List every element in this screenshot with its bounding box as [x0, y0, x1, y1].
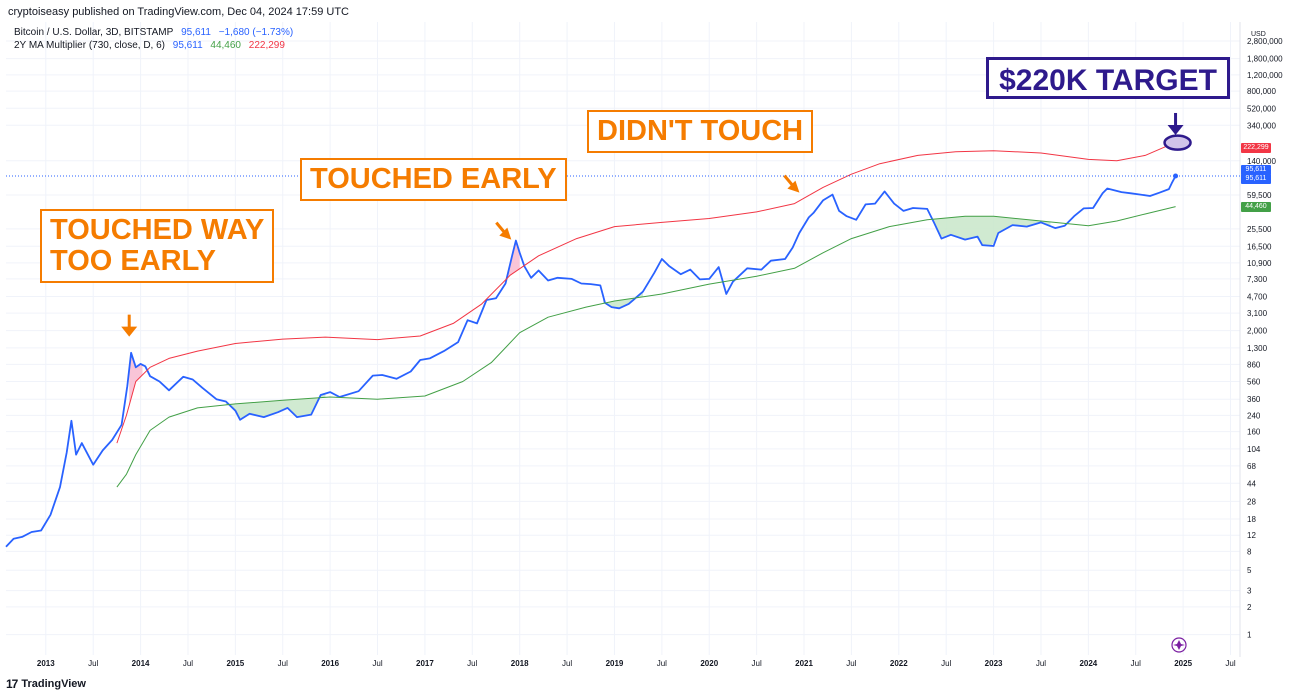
y-tick-label: 800,000	[1247, 87, 1276, 96]
indicator-value-2: 44,460	[210, 40, 241, 51]
x-tick-label: 2018	[511, 659, 529, 668]
y-tick-label: 12	[1247, 531, 1256, 540]
x-tick-label: 2024	[1079, 659, 1097, 668]
x-tick-label: Jul	[1131, 659, 1141, 668]
annotation-touched-way-too-early: TOUCHED WAY TOO EARLY	[40, 209, 275, 283]
symbol-legend[interactable]: Bitcoin / U.S. Dollar, 3D, BITSTAMP 95,6…	[14, 27, 298, 38]
x-tick-label: 2016	[321, 659, 339, 668]
x-tick-label: Jul	[562, 659, 572, 668]
y-tick-label: 68	[1247, 462, 1256, 471]
y-tick-label: 8	[1247, 547, 1252, 556]
series-line-btc_price	[5, 175, 1177, 548]
upper-band-price-tag: 222,299	[1241, 143, 1271, 153]
arrow-2021-icon	[783, 174, 800, 193]
annotation-overlay	[6, 112, 1240, 653]
shaded-region-above-upper-2017	[508, 240, 520, 278]
symbol-price: 95,611	[181, 27, 211, 38]
x-tick-label: Jul	[1036, 659, 1046, 668]
series-line-ma_upper	[116, 141, 1176, 444]
last-price-tag: 95,611	[1241, 165, 1271, 175]
series-line-ma_lower	[116, 206, 1176, 488]
x-tick-label: Jul	[941, 659, 951, 668]
y-tick-label: 28	[1247, 497, 1256, 506]
y-tick-label: 7,300	[1247, 275, 1268, 284]
y-axis[interactable]: 2,800,000 1,800,000 1,200,000 800,000 520,00…	[1247, 31, 1283, 640]
y-tick-label: 10,900	[1247, 259, 1272, 268]
y-tick-label: 1,800,000	[1247, 55, 1283, 64]
x-tick-label: Jul	[752, 659, 762, 668]
y-tick-label: 5	[1247, 566, 1252, 575]
y-tick-label: 140,000	[1247, 157, 1276, 166]
indicator-legend[interactable]: 2Y MA Multiplier (730, close, D, 6) 95,6…	[14, 40, 290, 51]
y-tick-label: 44	[1247, 479, 1256, 488]
x-tick-label: 2022	[890, 659, 908, 668]
y-tick-label: 18	[1247, 515, 1256, 524]
annotation-target: $220K TARGET	[986, 57, 1230, 99]
x-tick-label: 2021	[795, 659, 813, 668]
symbol-change: −1,680 (−1.73%)	[218, 27, 294, 38]
y-tick-label: 560	[1247, 378, 1261, 387]
arrow-target-icon	[1167, 112, 1184, 135]
indicator-value-3: 222,299	[248, 40, 285, 51]
indicator-value-1: 95,611	[172, 40, 203, 51]
x-tick-label: Jul	[278, 659, 288, 668]
y-tick-label: 1,200,000	[1247, 71, 1283, 80]
x-tick-label: Jul	[372, 659, 382, 668]
y-tick-label: 3	[1247, 587, 1252, 596]
shaded-region-below-lower-2022	[931, 216, 1051, 246]
y-tick-label: 2,800,000	[1247, 37, 1283, 46]
y-tick-label: 2	[1247, 603, 1252, 612]
x-tick-label: 2025	[1174, 659, 1192, 668]
indicator-name: 2Y MA Multiplier (730, close, D, 6)	[14, 40, 165, 51]
last-price-tag-2: 95,611	[1241, 174, 1271, 184]
y-tick-label: 340,000	[1247, 121, 1276, 130]
x-axis[interactable]: 2013 Jul 2014 Jul 2015 Jul 2016 Jul 2017 Jul 2018 J…	[37, 659, 1236, 668]
publisher-line: cryptoiseasy published on TradingView.co…	[8, 6, 349, 18]
x-tick-label: Jul	[846, 659, 856, 668]
x-tick-label: Jul	[1225, 659, 1235, 668]
replay-icon	[1171, 637, 1187, 653]
tradingview-logo-icon: 17	[6, 677, 18, 691]
symbol-name: Bitcoin / U.S. Dollar, 3D, BITSTAMP	[14, 27, 174, 38]
x-tick-label: 2017	[416, 659, 434, 668]
y-tick-label: 360	[1247, 395, 1261, 404]
x-tick-label: 2023	[985, 659, 1003, 668]
shaded-region-below-lower-2015	[225, 393, 326, 419]
y-tick-label: 1	[1247, 631, 1252, 640]
y-tick-label: 16,500	[1247, 242, 1272, 251]
x-tick-label: 2013	[37, 659, 55, 668]
y-tick-label: 1,300	[1247, 344, 1268, 353]
tradingview-logo-text: TradingView	[21, 678, 86, 690]
y-tick-label: 59,500	[1247, 191, 1272, 200]
y-tick-label: 3,100	[1247, 309, 1268, 318]
currency-label: USD	[1251, 31, 1266, 38]
y-tick-label: 25,500	[1247, 225, 1272, 234]
x-tick-label: 2015	[226, 659, 244, 668]
x-tick-label: Jul	[183, 659, 193, 668]
x-tick-label: 2019	[606, 659, 624, 668]
tradingview-footer[interactable]: 17 TradingView	[6, 677, 86, 691]
y-tick-label: 520,000	[1247, 104, 1276, 113]
x-tick-label: Jul	[88, 659, 98, 668]
y-tick-label: 860	[1247, 360, 1261, 369]
x-tick-label: Jul	[467, 659, 477, 668]
y-tick-label: 2,000	[1247, 327, 1268, 336]
x-tick-label: Jul	[657, 659, 667, 668]
arrow-2013-icon	[121, 314, 138, 337]
y-tick-label: 4,700	[1247, 292, 1268, 301]
y-tick-label: 104	[1247, 445, 1261, 454]
y-tick-label: 160	[1247, 428, 1261, 437]
last-price-point	[1173, 173, 1179, 179]
arrow-2017-icon	[495, 221, 512, 240]
x-tick-label: 2020	[700, 659, 718, 668]
target-ellipse	[1163, 134, 1192, 151]
x-tick-label: 2014	[132, 659, 150, 668]
lower-band-price-tag: 44,460	[1241, 202, 1271, 212]
y-tick-label: 240	[1247, 411, 1261, 420]
series-lines	[5, 141, 1177, 548]
annotation-touched-early: TOUCHED EARLY	[300, 158, 567, 201]
annotation-didnt-touch: DIDN'T TOUCH	[587, 110, 814, 153]
